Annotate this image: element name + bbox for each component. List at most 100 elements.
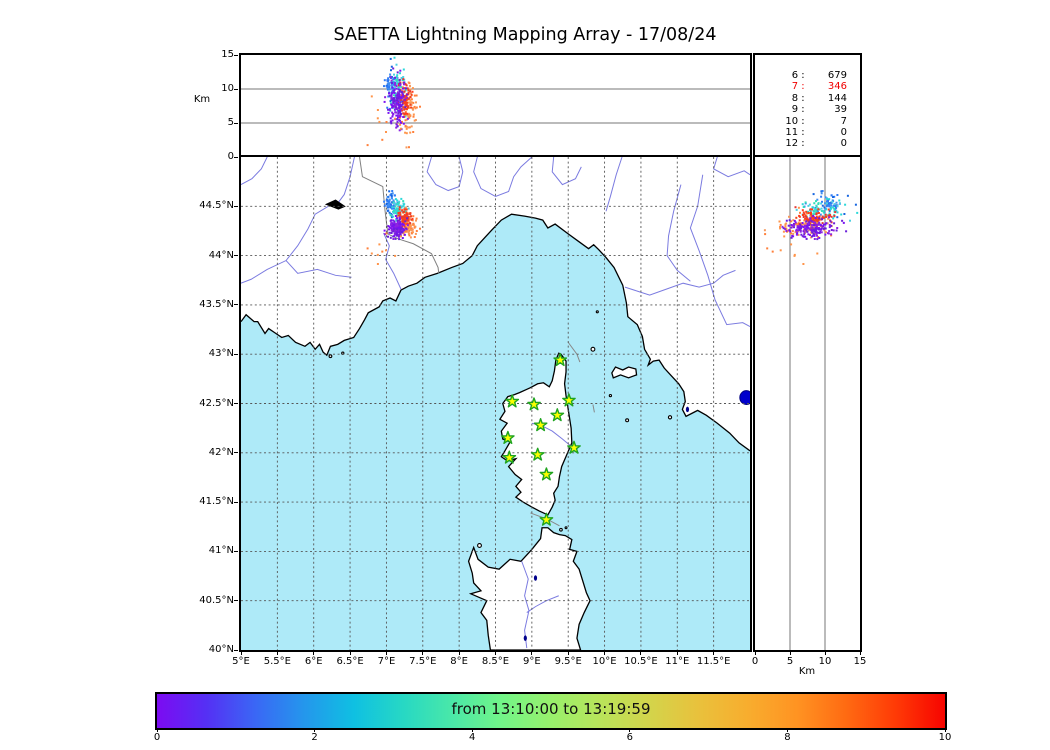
vhf-source-point	[805, 229, 808, 232]
vhf-source-point	[814, 226, 817, 229]
vhf-source-point	[829, 220, 832, 223]
vhf-source-point	[385, 249, 387, 252]
vhf-source-point	[817, 203, 820, 205]
vhf-source-point	[407, 93, 410, 96]
lat-tick-mark	[234, 501, 238, 503]
river	[522, 561, 529, 648]
vhf-source-point	[787, 229, 790, 232]
vhf-source-point	[409, 228, 412, 231]
vhf-source-point	[383, 85, 385, 88]
small-island	[329, 355, 332, 358]
vhf-source-point	[409, 103, 412, 106]
vhf-source-point	[378, 243, 381, 246]
vhf-source-point	[408, 106, 411, 109]
vhf-source-point	[838, 202, 841, 205]
lon-tick-mark	[240, 651, 242, 655]
vhf-source-point	[390, 221, 393, 224]
vhf-source-point	[815, 212, 818, 215]
vhf-source-point	[390, 93, 393, 96]
vhf-source-point	[415, 219, 417, 222]
vhf-source-point	[385, 85, 388, 88]
vhf-source-point	[399, 104, 402, 107]
vhf-source-point	[806, 227, 809, 230]
lat-tick-label: 42.5°N	[199, 397, 234, 409]
vhf-source-point	[403, 214, 406, 217]
top-alt-tick-label: 0	[227, 151, 234, 162]
vhf-source-point	[795, 208, 798, 211]
vhf-source-point	[390, 103, 393, 106]
vhf-source-point	[409, 101, 412, 104]
vhf-source-point	[815, 215, 818, 218]
vhf-source-point	[811, 208, 814, 211]
vhf-source-point	[821, 200, 823, 203]
vhf-source-point	[400, 227, 402, 230]
vhf-source-point	[383, 204, 386, 207]
vhf-source-point	[391, 87, 393, 90]
vhf-source-point	[402, 91, 405, 94]
vhf-source-point	[387, 79, 390, 82]
vhf-source-point	[819, 213, 822, 216]
lon-tick-label: 6°E	[304, 656, 323, 667]
vhf-source-point	[805, 212, 808, 215]
vhf-source-point	[854, 203, 857, 206]
vhf-source-point	[398, 204, 400, 207]
vhf-source-point	[391, 224, 394, 227]
vhf-source-point	[794, 206, 797, 209]
vhf-source-point	[813, 238, 816, 240]
vhf-source-point	[413, 236, 416, 238]
vhf-source-point	[398, 227, 400, 230]
vhf-source-point	[413, 119, 416, 122]
vhf-source-point	[396, 228, 398, 231]
vhf-source-point	[403, 206, 406, 209]
vhf-source-point	[400, 86, 403, 89]
vhf-source-point	[415, 94, 418, 97]
vhf-source-point	[396, 233, 399, 236]
vhf-source-point	[393, 100, 396, 103]
vhf-source-point	[412, 215, 415, 218]
vhf-source-point	[798, 227, 801, 230]
vhf-source-point	[828, 224, 831, 226]
vhf-source-point	[796, 224, 799, 226]
vhf-source-point	[393, 194, 396, 197]
vhf-source-point	[396, 203, 399, 206]
vhf-source-point	[835, 229, 838, 232]
vhf-source-point	[806, 217, 809, 220]
colon-separator: :	[798, 115, 811, 127]
vhf-source-point	[387, 108, 389, 111]
vhf-source-point	[396, 71, 399, 74]
vhf-source-point	[366, 144, 369, 147]
vhf-source-point	[394, 227, 397, 230]
vhf-source-point	[820, 231, 823, 234]
vhf-source-point	[407, 227, 410, 229]
flash-count-row: 11 : 0	[755, 127, 860, 138]
flash-count-row: 6 : 679	[755, 70, 860, 81]
vhf-source-point	[805, 216, 808, 219]
vhf-source-point	[849, 219, 851, 222]
vhf-source-point	[792, 232, 795, 235]
vhf-source-point	[828, 215, 831, 217]
vhf-source-point	[829, 208, 832, 211]
vhf-source-point	[818, 221, 820, 224]
vhf-source-point	[804, 235, 807, 238]
vhf-source-point	[841, 219, 844, 222]
vhf-source-point	[396, 215, 399, 218]
vhf-source-point	[833, 207, 836, 210]
vhf-source-point	[397, 212, 400, 214]
river	[241, 157, 267, 185]
vhf-source-point	[408, 146, 410, 149]
vhf-source-point	[812, 219, 815, 222]
vhf-source-point	[406, 117, 409, 120]
vhf-source-point	[392, 219, 395, 222]
vhf-source-point	[388, 190, 391, 193]
vhf-source-point	[389, 219, 392, 222]
vhf-source-point	[402, 227, 405, 230]
vhf-source-point	[391, 105, 394, 107]
vhf-source-point	[398, 95, 401, 98]
vhf-source-point	[797, 229, 800, 232]
vhf-source-point	[404, 206, 407, 209]
vhf-source-point	[393, 91, 396, 94]
vhf-source-point	[392, 78, 395, 81]
vhf-source-point	[809, 217, 812, 220]
vhf-source-point	[802, 226, 805, 229]
vhf-source-point	[822, 211, 825, 214]
